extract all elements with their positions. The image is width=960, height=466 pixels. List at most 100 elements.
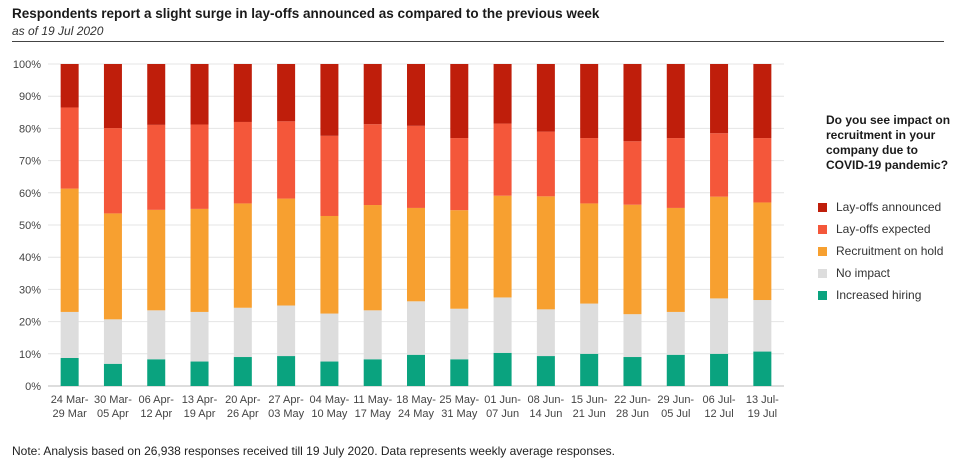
bar-segment [60, 311, 79, 358]
legend-label: Recruitment on hold [836, 244, 944, 258]
legend-label: No impact [836, 266, 891, 280]
y-tick-label: 70% [19, 156, 41, 168]
bar-segment [753, 64, 772, 139]
x-tick-label: 20 Apr-26 Apr [225, 394, 261, 420]
y-tick-label: 10% [19, 349, 41, 361]
bar-segment [363, 359, 382, 386]
bar-segment [666, 354, 685, 386]
bar-segment [233, 121, 252, 204]
bar-segment [666, 311, 685, 355]
bar-segment [190, 311, 209, 362]
bar-segment [580, 138, 599, 204]
legend-swatch [818, 290, 827, 300]
bar-segment [320, 361, 339, 386]
legend-item: Recruitment on hold [818, 240, 943, 262]
bar-segment [407, 207, 425, 302]
x-tick-label: 01 Jun-07 Jun [484, 394, 521, 420]
bar-segment [710, 64, 729, 134]
bar-segment [666, 64, 685, 139]
bar-segment [536, 131, 555, 197]
x-tick-label: 18 May-24 May [396, 394, 436, 420]
bar-segment [450, 64, 469, 139]
y-tick-label: 80% [19, 123, 41, 135]
bar-segment [147, 310, 166, 360]
bar-segment [233, 64, 252, 122]
bar-segment [103, 363, 122, 386]
footnote: Note: Analysis based on 26,938 responses… [12, 444, 616, 458]
legend-swatch [818, 246, 827, 256]
legend-item: No impact [818, 262, 943, 284]
bar-segment [190, 64, 209, 125]
y-axis: 0% 10% 20% 30% 40% 50% 60% 70% 80% 90% 100% [13, 59, 41, 393]
x-tick-label: 22 Jun-28 Jun [614, 394, 651, 420]
bar-segment [320, 313, 339, 362]
x-tick-label: 25 May-31 May [439, 394, 479, 420]
y-tick-label: 0% [25, 381, 41, 393]
bar-segment [60, 64, 79, 108]
legend: Lay-offs announced Lay-offs expected Recru… [818, 196, 943, 306]
bar-segment [493, 64, 512, 124]
bar-segment [753, 300, 772, 352]
legend-item: Lay-offs expected [818, 218, 943, 240]
bar-segment [536, 356, 555, 386]
bar-segment [407, 125, 425, 208]
bar-segment [580, 64, 599, 139]
x-tick-label: 30 Mar-05 Apr [94, 394, 132, 420]
bar-segment [277, 305, 296, 357]
bar-segment [103, 64, 122, 129]
legend-label: Lay-offs announced [836, 200, 942, 214]
bar-segment [493, 195, 512, 298]
bar-segment [710, 133, 729, 197]
legend-item: Lay-offs announced [818, 196, 943, 218]
bar-segment [623, 204, 642, 315]
y-tick-label: 100% [13, 59, 41, 71]
title-divider [12, 41, 944, 42]
bar-segment [753, 138, 772, 203]
legend-title: Do you see impact on recruitment in your… [826, 113, 951, 172]
x-tick-label: 06 Jul-12 Jul [703, 394, 736, 420]
bar-segment [363, 205, 382, 311]
legend-label: Increased hiring [836, 288, 922, 302]
bar-segment [320, 64, 339, 136]
legend-label: Lay-offs expected [836, 222, 931, 236]
bar-segment [60, 357, 79, 386]
legend-swatch [818, 224, 827, 234]
legend-swatch [818, 268, 827, 278]
x-tick-label: 06 Apr-12 Apr [139, 394, 175, 420]
x-tick-label: 08 Jun-14 Jun [528, 394, 565, 420]
bar-segment [753, 351, 772, 386]
bar-segment [320, 215, 339, 314]
bar-segment [407, 64, 425, 126]
bar-segment [710, 353, 729, 386]
bar-segment [450, 210, 469, 309]
bar-segment [450, 138, 469, 211]
bar-segment [407, 301, 425, 355]
y-tick-label: 40% [19, 252, 41, 264]
bar-segment [580, 203, 599, 304]
bar-segment [147, 359, 166, 386]
bar-segment [536, 309, 555, 357]
bar-segment [103, 128, 122, 214]
bar-segment [190, 124, 209, 209]
bar-segment [710, 298, 729, 354]
y-tick-label: 50% [19, 220, 41, 232]
legend-item: Increased hiring [818, 284, 943, 306]
x-tick-label: 24 Mar-29 Mar [51, 394, 89, 420]
x-tick-label: 27 Apr-03 May [268, 394, 305, 420]
bar-segment [493, 297, 512, 353]
x-tick-label: 15 Jun-21 Jun [571, 394, 608, 420]
bar-segment [536, 196, 555, 310]
bar-segment [190, 361, 209, 386]
bar-segment [147, 124, 166, 210]
bar-segment [623, 141, 642, 205]
x-tick-label: 04 May-10 May [310, 394, 350, 420]
y-tick-label: 60% [19, 188, 41, 200]
bar-segment [277, 356, 296, 386]
bar-segment [277, 121, 296, 199]
chart-title: Respondents report a slight surge in lay… [12, 6, 600, 21]
chart-subtitle: as of 19 Jul 2020 [12, 24, 104, 38]
bar-segment [580, 353, 599, 386]
bar-segment [233, 203, 252, 308]
bar-segment [623, 357, 642, 386]
